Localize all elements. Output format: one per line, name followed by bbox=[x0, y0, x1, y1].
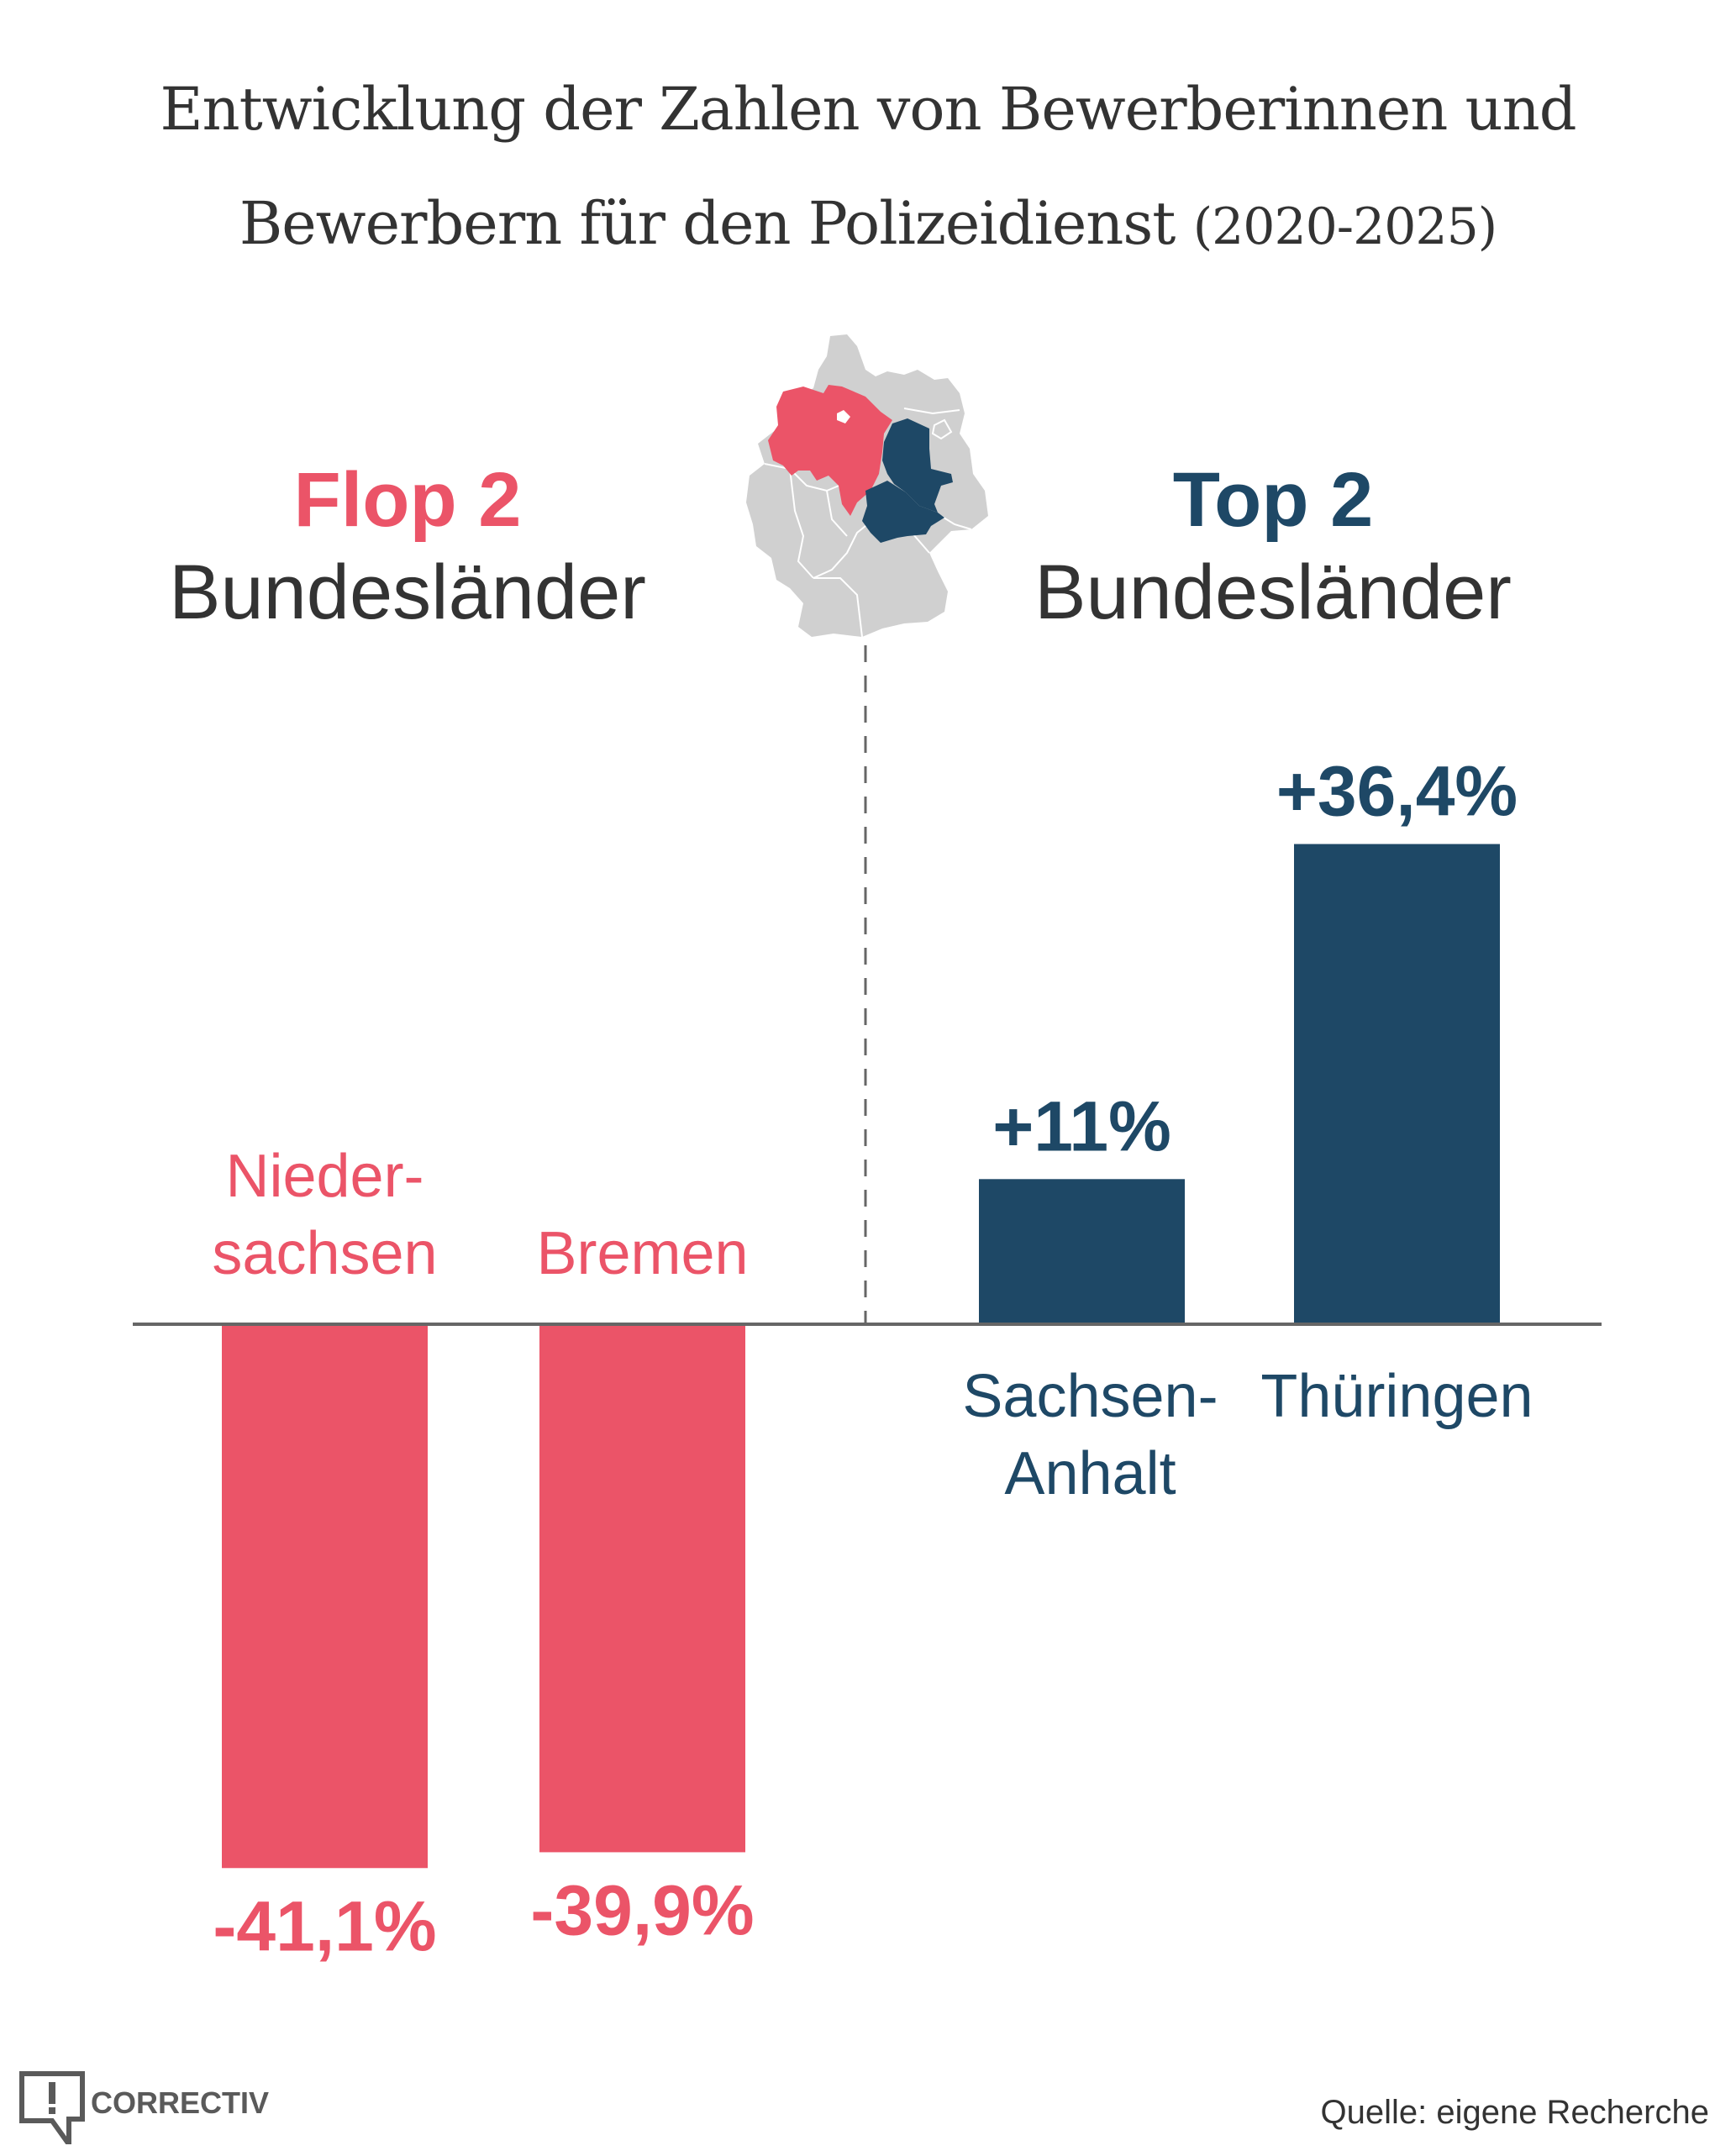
value-label-th-ringen: +36,4% bbox=[1276, 752, 1518, 831]
logo-text: CORRECTIV bbox=[91, 2085, 270, 2120]
map-thueringen bbox=[862, 481, 944, 543]
category-label-line: Anhalt bbox=[1004, 1440, 1176, 1507]
germany-map bbox=[746, 334, 988, 638]
category-label-bremen: Bremen bbox=[536, 1220, 748, 1287]
bar-th-ringen bbox=[1294, 844, 1500, 1324]
category-label-line: sachsen bbox=[212, 1220, 437, 1287]
map-bremen bbox=[837, 410, 850, 423]
top-sub: Bundesländer bbox=[1034, 550, 1512, 635]
labels-layer: -41,1% Nieder-sachsen -39,9% Bremen +11% Sach… bbox=[212, 752, 1533, 1966]
category-label-niedersachsen: Nieder-sachsen bbox=[212, 1143, 437, 1287]
bar-sachsen-anhalt bbox=[979, 1179, 1185, 1324]
flop-rank: Flop 2 bbox=[293, 457, 522, 543]
value-label-niedersachsen: -41,1% bbox=[213, 1886, 436, 1965]
category-label-sachsen-anhalt: Sachsen- Anhalt bbox=[962, 1363, 1218, 1507]
chart-title: Entwicklung der Zahlen von Bewerberinnen… bbox=[0, 52, 1736, 284]
value-label-bremen: -39,9% bbox=[530, 1870, 754, 1949]
category-label-line: Nieder- bbox=[225, 1143, 423, 1210]
flop-sub: Bundesländer bbox=[169, 550, 646, 635]
top-rank: Top 2 bbox=[1172, 457, 1374, 543]
category-label-line: Thüringen bbox=[1260, 1363, 1533, 1430]
title-line-2-text: Bewerbern für den Polizeidienst bbox=[239, 189, 1176, 258]
bars-layer bbox=[222, 844, 1500, 1869]
bar-niedersachsen bbox=[222, 1326, 428, 1869]
map-niedersachsen bbox=[768, 385, 892, 516]
top-heading: Top 2 Bundesländer bbox=[979, 458, 1567, 643]
value-label-sachsen-anhalt: +11% bbox=[992, 1086, 1171, 1165]
title-years: (2020-2025) bbox=[1192, 197, 1497, 256]
title-line-2: Bewerbern für den Polizeidienst (2020-20… bbox=[0, 166, 1736, 284]
category-label-th-ringen: Thüringen bbox=[1260, 1363, 1533, 1430]
category-label-line: Sachsen- bbox=[962, 1363, 1218, 1430]
category-label-line: Bremen bbox=[536, 1220, 748, 1287]
map-sachsen-anhalt bbox=[882, 418, 953, 513]
correctiv-logo-icon bbox=[19, 2071, 85, 2144]
bar-bremen bbox=[539, 1326, 745, 1853]
title-line-1: Entwicklung der Zahlen von Bewerberinnen… bbox=[160, 75, 1576, 144]
source-note: Quelle: eigene Recherche bbox=[1320, 2094, 1709, 2131]
flop-heading: Flop 2 Bundesländer bbox=[113, 458, 702, 643]
